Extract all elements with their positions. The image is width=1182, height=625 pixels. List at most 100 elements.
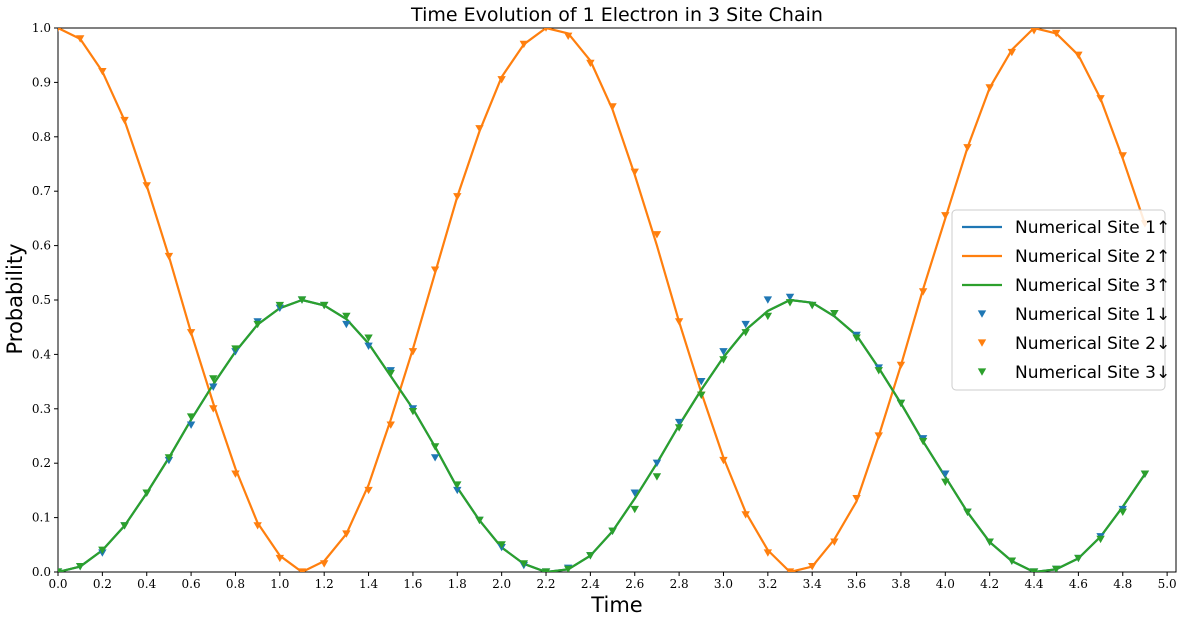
series-point-5 [563, 32, 573, 40]
series-point-5 [1030, 28, 1038, 35]
series-point-6 [763, 312, 773, 321]
series-point-6 [586, 552, 595, 560]
series-point-5 [364, 486, 373, 495]
y-tick-label: 0.1 [32, 511, 51, 525]
series-point-6 [497, 541, 506, 549]
series-point-6 [253, 320, 262, 329]
series-point-6 [1118, 508, 1127, 516]
series-point-6 [918, 437, 928, 446]
series-point-5 [808, 562, 817, 571]
series-point-6 [319, 301, 329, 310]
series-point-5 [896, 361, 906, 370]
series-point-6 [408, 407, 418, 416]
y-tick-label: 0.2 [32, 456, 51, 470]
series-point-6 [741, 329, 750, 337]
series-point-6 [896, 399, 906, 408]
series-point-6 [563, 565, 573, 572]
x-axis: 0.0 0.2 0.4 0.6 0.8 1.0 1.2 1.4 1.6 1.8 2.0 2.2 2.4 2… [48, 572, 1177, 591]
series-point-6 [209, 375, 218, 383]
series-point-5 [430, 266, 440, 274]
series-point-6 [1096, 535, 1105, 544]
series-point-4 [453, 486, 462, 495]
series-point-6 [674, 424, 684, 432]
series-point-6 [808, 301, 817, 310]
x-tick-label: 4.0 [936, 577, 955, 591]
series-point-4 [719, 348, 728, 356]
y-axis: 0.0 0.1 0.2 0.3 0.4 0.5 0.6 0.7 0.8 0.9 1.0 [32, 21, 58, 579]
series-point-6 [475, 516, 484, 525]
series-point-6 [164, 454, 174, 462]
x-tick-label: 4.8 [1113, 577, 1132, 591]
legend-marker-swatch [977, 368, 987, 376]
series-point-4 [785, 293, 795, 302]
x-tick-label: 2.4 [581, 577, 600, 591]
y-tick-label: 0.7 [32, 184, 51, 198]
x-tick-label: 0.2 [93, 577, 112, 591]
series-point-6 [852, 334, 861, 342]
series-point-5 [985, 84, 994, 92]
series-point-6 [364, 334, 373, 342]
series-point-6 [1074, 554, 1083, 563]
series-line-3 [58, 298, 1146, 572]
y-tick-label: 0.0 [32, 565, 51, 579]
y-tick-label: 0.8 [32, 130, 51, 144]
series-point-6 [541, 568, 551, 572]
y-tick-label: 0.6 [32, 239, 51, 253]
series-point-5 [830, 538, 839, 546]
series-point-4 [209, 383, 218, 391]
series-point-4 [364, 342, 373, 351]
x-tick-label: 0.8 [226, 577, 245, 591]
series-point-5 [453, 193, 462, 201]
x-tick-label: 3.4 [803, 577, 822, 591]
series-point-6 [297, 296, 307, 304]
legend-label: Numerical Site 2↑ [1015, 247, 1170, 267]
series-point-6 [98, 546, 107, 555]
x-tick-label: 0.4 [137, 577, 156, 591]
x-tick-label: 3.6 [847, 577, 866, 591]
series-point-4 [674, 418, 684, 427]
series-point-6 [874, 367, 883, 375]
legend-label: Numerical Site 1↓ [1015, 305, 1170, 325]
series-point-5 [475, 125, 484, 133]
series-point-5 [253, 522, 262, 530]
series-point-6 [186, 413, 196, 421]
x-tick-label: 4.6 [1069, 577, 1088, 591]
x-tick-label: 1.2 [315, 577, 334, 591]
series-point-5 [497, 76, 506, 84]
x-tick-label: 0.0 [48, 577, 67, 591]
series-point-5 [852, 494, 861, 503]
series-point-5 [120, 116, 129, 125]
x-tick-label: 3.0 [714, 577, 733, 591]
series-point-5 [586, 59, 595, 68]
series-point-5 [674, 318, 684, 326]
legend-label: Numerical Site 3↓ [1015, 363, 1170, 383]
y-tick-label: 1.0 [32, 21, 51, 35]
series-point-4 [741, 320, 750, 329]
series-point-5 [275, 554, 285, 563]
series-point-6 [142, 489, 151, 497]
series-point-6 [963, 508, 972, 516]
series-point-4 [941, 470, 950, 478]
series-point-6 [608, 527, 617, 535]
series-point-5 [963, 144, 972, 152]
series-point-6 [985, 538, 994, 546]
series-point-6 [785, 299, 795, 307]
series-point-5 [408, 348, 418, 356]
x-tick-label: 3.8 [891, 577, 910, 591]
series-point-6 [75, 562, 85, 571]
series-point-5 [164, 252, 174, 261]
legend-marker-swatch [977, 310, 987, 318]
series-point-5 [1052, 29, 1061, 38]
series-point-5 [519, 40, 529, 49]
series-point-5 [741, 511, 750, 519]
legend-label: Numerical Site 3↑ [1015, 276, 1170, 296]
series-point-5 [75, 35, 85, 43]
legend-label: Numerical Site 2↓ [1015, 334, 1170, 354]
series-point-5 [98, 67, 107, 76]
x-tick-label: 2.0 [492, 577, 511, 591]
series-point-6 [120, 522, 129, 530]
series-point-4 [630, 489, 639, 497]
x-tick-label: 2.2 [536, 577, 555, 591]
series-point-5 [1074, 51, 1083, 59]
